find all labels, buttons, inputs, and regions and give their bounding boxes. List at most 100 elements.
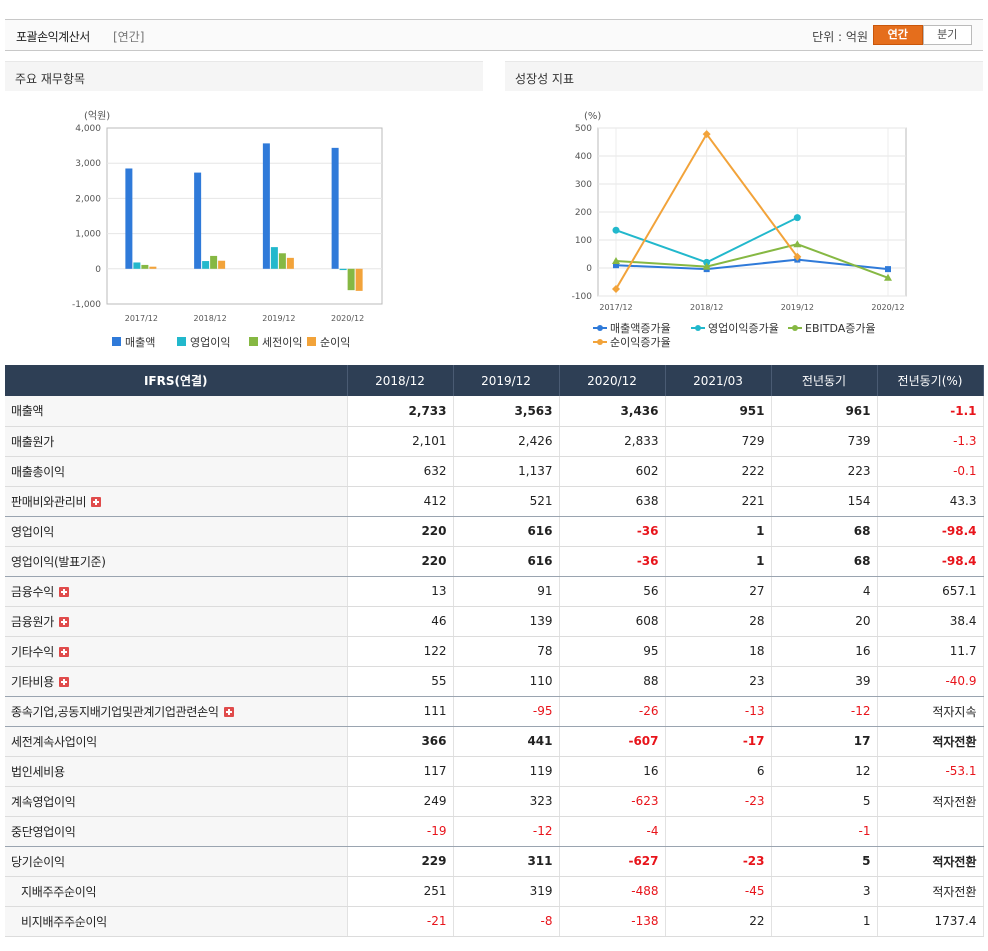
panel-header: 성장성 지표 (505, 61, 983, 91)
y-tick-label: -100 (572, 292, 593, 302)
column-header: 2021/03 (665, 365, 772, 396)
table-cell: 441 (453, 726, 560, 757)
table-cell: -1 (771, 816, 878, 847)
table-row: 지배주주순이익 251 319 -488 -45 3 적자전환 (5, 876, 984, 907)
table-row: 영업이익 220 616 -36 1 68 -98.4 (5, 516, 984, 547)
point (702, 262, 711, 270)
table-cell: 249 (347, 786, 454, 817)
y-tick-label: 100 (575, 236, 592, 246)
table-row: 법인세비용 117 119 16 6 12 -53.1 (5, 756, 984, 787)
table-cell: 68 (771, 546, 878, 577)
plot-area (106, 127, 383, 305)
bar (331, 147, 339, 269)
row-label: 당기순이익 (5, 846, 348, 877)
legend-label: 순이익 (320, 336, 350, 349)
y-tick-label: 400 (575, 152, 592, 162)
table-cell: 20 (771, 606, 878, 637)
x-tick-label: 2020/12 (871, 303, 904, 312)
table-cell: -627 (559, 846, 666, 877)
row-label: 계속영업이익 (5, 786, 348, 817)
bar (194, 172, 202, 269)
table-cell: 68 (771, 516, 878, 547)
column-header: 2018/12 (347, 365, 454, 396)
row-label-text: 법인세비용 (11, 764, 65, 779)
row-label: 영업이익 (5, 516, 348, 547)
table-cell: 22 (665, 906, 772, 937)
table-cell: 11.7 (877, 636, 984, 667)
table-row: 세전계속사업이익 366 441 -607 -17 17 적자전환 (5, 726, 984, 757)
table-cell: 3 (771, 876, 878, 907)
legend-marker (792, 325, 798, 331)
table-cell: -53.1 (877, 756, 984, 787)
table-cell: 729 (665, 426, 772, 457)
bar (347, 268, 355, 291)
legend-label: 매출액증가율 (610, 322, 671, 335)
table-row: 금융수익 13 91 56 27 4 657.1 (5, 576, 984, 607)
legend-marker (597, 325, 603, 331)
toggle-annual-button[interactable]: 연간 (873, 25, 923, 45)
y-tick-label: 200 (575, 208, 592, 218)
bar (133, 262, 141, 269)
table-row: 기타수익 122 78 95 18 16 11.7 (5, 636, 984, 667)
table-cell: -138 (559, 906, 666, 937)
bar (149, 266, 157, 269)
period-toggle: 연간 분기 (873, 25, 972, 45)
table-cell: 221 (665, 486, 772, 517)
table-header-row: IFRS(연결) 2018/12 2019/12 2020/12 2021/03 전년동기… (5, 365, 984, 396)
point (613, 262, 619, 269)
row-label: 중단영업이익 (5, 816, 348, 847)
expand-plus-icon[interactable] (223, 706, 234, 717)
table-cell: 16 (559, 756, 666, 787)
bar (270, 247, 278, 269)
table-cell: -1.1 (877, 396, 984, 427)
expand-plus-icon[interactable] (91, 496, 102, 507)
table-cell: 적자전환 (877, 876, 984, 907)
table-cell: 18 (665, 636, 772, 667)
table-cell: 139 (453, 606, 560, 637)
row-label-text: 영업이익 (11, 524, 54, 539)
x-tick-label: 2020/12 (331, 314, 364, 323)
expand-plus-icon[interactable] (58, 616, 69, 627)
table-cell: 6 (665, 756, 772, 787)
panel-header: 주요 재무항목 (5, 61, 483, 91)
table-cell: 632 (347, 456, 454, 487)
table-cell: -21 (347, 906, 454, 937)
table-cell: 602 (559, 456, 666, 487)
toggle-quarter-button[interactable]: 분기 (922, 25, 972, 45)
expand-plus-icon[interactable] (58, 586, 69, 597)
point (793, 240, 802, 248)
table-cell: -0.1 (877, 456, 984, 487)
table-cell: 78 (453, 636, 560, 667)
y-tick-label: 3,000 (75, 159, 101, 169)
table-cell: -607 (559, 726, 666, 757)
y-tick-label: 2,000 (75, 194, 101, 204)
income-statement-table: IFRS(연결) 2018/12 2019/12 2020/12 2021/03 전년동기… (5, 365, 984, 937)
expand-plus-icon[interactable] (58, 676, 69, 687)
table-cell: 961 (771, 396, 878, 427)
row-label-text: 기타비용 (11, 674, 54, 689)
table-cell: 28 (665, 606, 772, 637)
point (793, 252, 802, 261)
unit-label: 단위 : 억원 (812, 30, 868, 44)
legend-label: 순이익증가율 (610, 336, 671, 349)
table-cell: -95 (453, 696, 560, 727)
table-cell: 17 (771, 726, 878, 757)
row-label-text: 금융원가 (11, 614, 54, 629)
table-cell: 251 (347, 876, 454, 907)
key-financials-panel: 주요 재무항목 (억원) 4,000 3,000 2,000 1,000 0 -1,000 2… (5, 61, 483, 363)
expand-plus-icon[interactable] (58, 646, 69, 657)
y-tick-label: -1,000 (72, 300, 101, 310)
table-cell: -98.4 (877, 546, 984, 577)
point (884, 273, 892, 281)
column-header: 전년동기(%) (877, 365, 984, 396)
table-cell: 220 (347, 516, 454, 547)
table-cell: 222 (665, 456, 772, 487)
row-label-text: 매출원가 (11, 434, 54, 449)
y-tick-label: 0 (95, 265, 101, 275)
bar (262, 143, 270, 269)
x-tick-label: 2018/12 (194, 314, 227, 323)
table-cell: -19 (347, 816, 454, 847)
x-tick-label: 2017/12 (599, 303, 632, 312)
row-label-text: 중단영업이익 (11, 824, 76, 839)
table-cell: 91 (453, 576, 560, 607)
